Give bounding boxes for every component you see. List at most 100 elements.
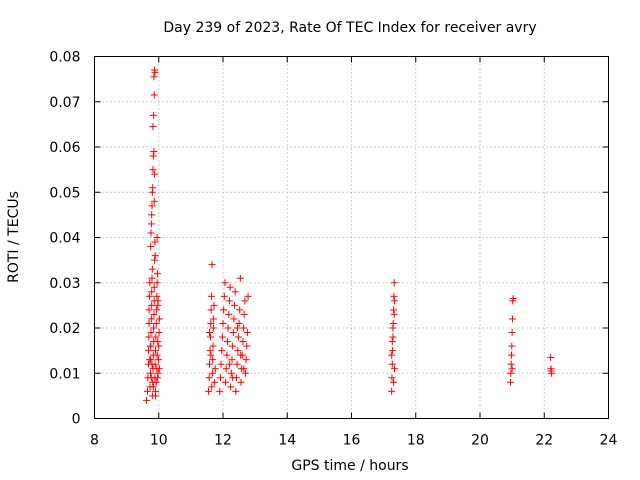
- data-point: [389, 333, 397, 341]
- data-point: [229, 329, 237, 337]
- data-point: [227, 369, 235, 377]
- data-point: [242, 356, 250, 364]
- data-point: [228, 356, 236, 364]
- data-point: [217, 360, 225, 368]
- data-point: [153, 292, 161, 300]
- data-point: [218, 347, 226, 355]
- data-point: [150, 283, 158, 291]
- data-point: [230, 315, 238, 323]
- data-point: [229, 342, 237, 350]
- data-point: [155, 365, 163, 373]
- y-tick-label: 0: [72, 412, 81, 428]
- data-point: [155, 342, 163, 350]
- data-point: [148, 288, 156, 296]
- data-points: [143, 66, 556, 404]
- data-point: [239, 338, 247, 346]
- data-point: [388, 387, 396, 395]
- data-point: [218, 333, 226, 341]
- data-point: [244, 292, 252, 300]
- data-point: [149, 152, 157, 160]
- data-point: [154, 297, 162, 305]
- data-point: [207, 292, 215, 300]
- data-point: [145, 319, 153, 327]
- data-point: [150, 91, 158, 99]
- data-point: [388, 351, 396, 359]
- data-point: [234, 347, 242, 355]
- data-point: [150, 148, 158, 156]
- data-point: [222, 365, 230, 373]
- data-point: [508, 365, 516, 373]
- data-point: [153, 279, 161, 287]
- data-point: [152, 333, 160, 341]
- y-tick-label: 0.05: [49, 185, 80, 201]
- data-point: [209, 356, 217, 364]
- data-point: [209, 324, 217, 332]
- data-point: [145, 292, 153, 300]
- data-point: [241, 369, 249, 377]
- data-point: [148, 360, 156, 368]
- data-point: [233, 324, 241, 332]
- data-point: [507, 369, 515, 377]
- data-point: [547, 353, 555, 361]
- x-tick-label: 24: [600, 433, 618, 449]
- data-point: [227, 383, 235, 391]
- y-tick-label: 0.06: [49, 140, 80, 156]
- data-point: [236, 306, 244, 314]
- data-point: [208, 383, 216, 391]
- x-tick-label: 10: [150, 433, 168, 449]
- data-point: [508, 342, 516, 350]
- data-point: [225, 310, 233, 318]
- data-point: [225, 297, 233, 305]
- y-tick-label: 0.02: [49, 321, 80, 337]
- data-point: [229, 374, 237, 382]
- data-point: [154, 356, 162, 364]
- data-point: [207, 319, 215, 327]
- data-point: [223, 338, 231, 346]
- data-point: [389, 347, 397, 355]
- data-point: [147, 243, 155, 251]
- data-point: [147, 315, 155, 323]
- data-point: [237, 378, 245, 386]
- data-point: [144, 387, 152, 395]
- data-point: [205, 374, 213, 382]
- data-point: [390, 306, 398, 314]
- y-axis-label: ROTI / TECUs: [6, 191, 22, 283]
- data-point: [237, 351, 245, 359]
- data-point: [206, 333, 214, 341]
- data-point: [151, 68, 159, 76]
- data-point: [236, 274, 244, 282]
- x-tick-label: 20: [471, 433, 489, 449]
- data-point: [221, 279, 229, 287]
- data-point: [143, 396, 151, 404]
- data-point: [148, 274, 156, 282]
- data-point: [145, 306, 153, 314]
- data-point: [205, 387, 213, 395]
- data-point: [150, 73, 158, 81]
- data-point: [240, 310, 248, 318]
- x-tick-label: 16: [343, 433, 361, 449]
- data-point: [149, 166, 157, 174]
- data-point: [240, 324, 248, 332]
- data-point: [548, 369, 556, 377]
- plot-frame: [94, 56, 609, 419]
- data-point: [153, 306, 161, 314]
- data-point: [148, 211, 156, 219]
- data-point: [151, 170, 159, 178]
- data-point: [235, 319, 243, 327]
- data-point: [243, 342, 251, 350]
- data-point: [155, 329, 163, 337]
- data-point: [508, 329, 516, 337]
- data-point: [508, 315, 516, 323]
- data-point: [152, 392, 160, 400]
- data-point: [155, 315, 163, 323]
- data-point: [206, 360, 214, 368]
- data-point: [222, 378, 230, 386]
- x-tick-label: 22: [535, 433, 553, 449]
- data-point: [220, 292, 228, 300]
- data-point: [153, 351, 161, 359]
- y-tick-label: 0.07: [49, 95, 80, 111]
- data-point: [149, 184, 157, 192]
- data-point: [148, 202, 156, 210]
- data-point: [145, 333, 153, 341]
